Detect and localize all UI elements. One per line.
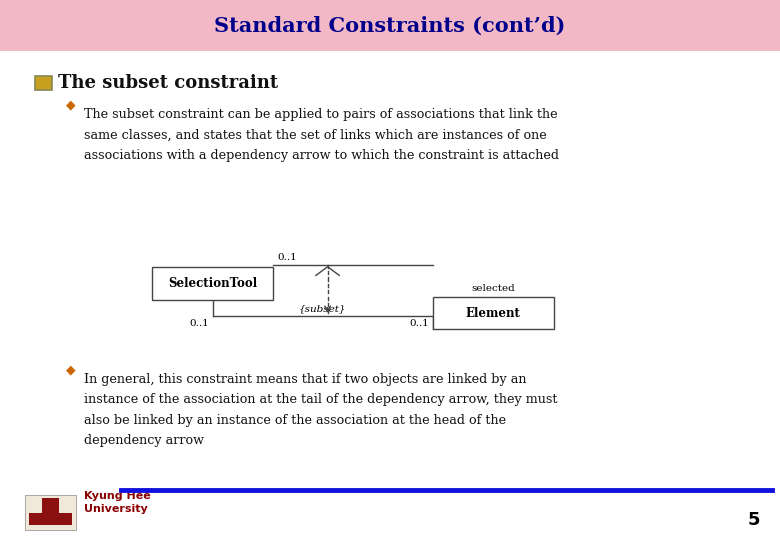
FancyBboxPatch shape: [0, 0, 780, 51]
Text: {subset}: {subset}: [299, 305, 346, 314]
Text: 0..1: 0..1: [277, 253, 296, 262]
FancyBboxPatch shape: [25, 495, 76, 530]
Text: selected: selected: [471, 284, 516, 293]
Text: same classes, and states that the set of links which are instances of one: same classes, and states that the set of…: [84, 129, 547, 141]
FancyBboxPatch shape: [433, 297, 554, 329]
Text: SelectionTool: SelectionTool: [168, 277, 257, 290]
Text: 0..1: 0..1: [189, 319, 209, 328]
Text: Kyung Hee: Kyung Hee: [84, 491, 151, 501]
FancyBboxPatch shape: [152, 267, 273, 300]
Text: associations with a dependency arrow to which the constraint is attached: associations with a dependency arrow to …: [84, 149, 559, 162]
Text: In general, this constraint means that if two objects are linked by an: In general, this constraint means that i…: [84, 373, 526, 386]
Text: dependency arrow: dependency arrow: [84, 434, 204, 447]
Text: University: University: [84, 504, 148, 514]
Text: Element: Element: [466, 307, 521, 320]
Text: Standard Constraints (cont’d): Standard Constraints (cont’d): [215, 15, 566, 36]
FancyBboxPatch shape: [29, 513, 72, 525]
Text: ◆: ◆: [66, 99, 76, 112]
Text: 5: 5: [748, 511, 760, 529]
Text: instance of the association at the tail of the dependency arrow, they must: instance of the association at the tail …: [84, 393, 558, 406]
Text: The subset constraint: The subset constraint: [58, 73, 278, 92]
FancyBboxPatch shape: [35, 76, 52, 90]
Text: The subset constraint can be applied to pairs of associations that link the: The subset constraint can be applied to …: [84, 108, 558, 121]
FancyBboxPatch shape: [42, 498, 59, 514]
Text: 0..1: 0..1: [410, 319, 429, 328]
Text: ◆: ◆: [66, 363, 76, 376]
Text: also be linked by an instance of the association at the head of the: also be linked by an instance of the ass…: [84, 414, 506, 427]
